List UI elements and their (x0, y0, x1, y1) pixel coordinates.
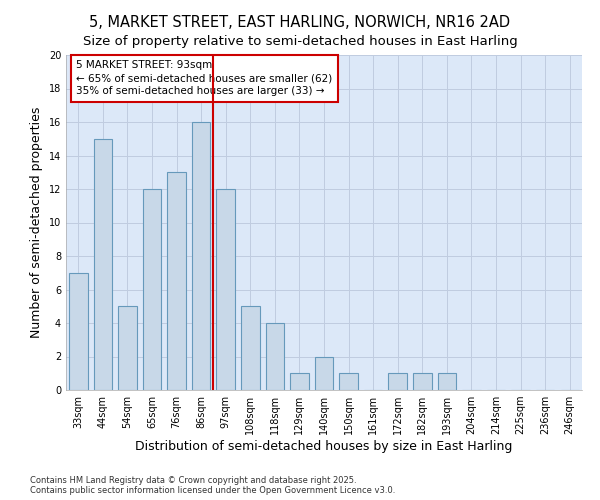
Bar (389, 373, 407, 390)
Text: Size of property relative to semi-detached houses in East Harling: Size of property relative to semi-detach… (83, 35, 517, 48)
Bar (290, 373, 308, 390)
Text: Contains HM Land Registry data © Crown copyright and database right 2025.
Contai: Contains HM Land Registry data © Crown c… (30, 476, 395, 495)
Bar (241, 306, 260, 390)
Bar (217, 189, 235, 390)
Bar (340, 373, 358, 390)
Bar (266, 323, 284, 390)
Bar (167, 172, 186, 390)
X-axis label: Distribution of semi-detached houses by size in East Harling: Distribution of semi-detached houses by … (136, 440, 512, 453)
Bar (94, 138, 112, 390)
Text: 5 MARKET STREET: 93sqm
← 65% of semi-detached houses are smaller (62)
35% of sem: 5 MARKET STREET: 93sqm ← 65% of semi-det… (76, 60, 332, 96)
Bar (413, 373, 431, 390)
Y-axis label: Number of semi-detached properties: Number of semi-detached properties (30, 107, 43, 338)
Bar (118, 306, 137, 390)
Bar (143, 189, 161, 390)
Bar (69, 273, 88, 390)
Text: 5, MARKET STREET, EAST HARLING, NORWICH, NR16 2AD: 5, MARKET STREET, EAST HARLING, NORWICH,… (89, 15, 511, 30)
Bar (315, 356, 333, 390)
Bar (437, 373, 456, 390)
Bar (192, 122, 211, 390)
